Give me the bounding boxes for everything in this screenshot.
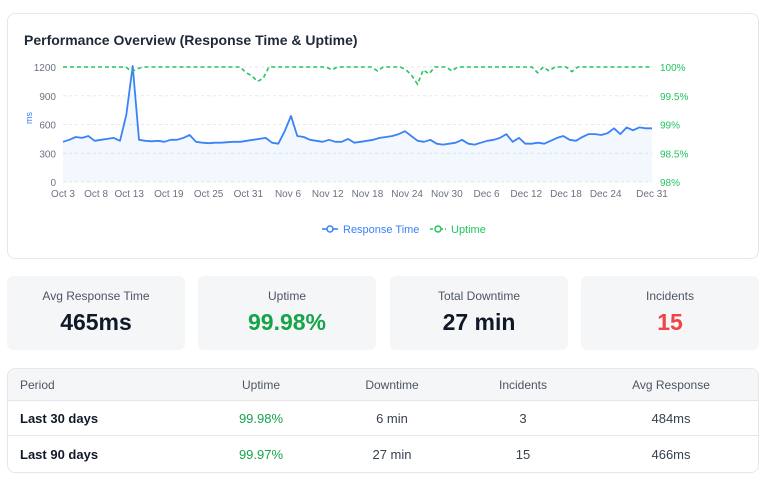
cell-incidents: 3 <box>519 410 527 426</box>
header-uptime: Uptime <box>241 377 280 392</box>
uptime-summary-table: Period Uptime Downtime Incidents Avg Res… <box>7 368 759 473</box>
cell-uptime: 99.97% <box>238 447 284 462</box>
stat-value: 99.98% <box>247 309 326 335</box>
table-row: Last 30 days 99.98% 6 min 3 484ms <box>8 401 758 436</box>
y-left-axis-label: ms <box>24 112 34 124</box>
cell-downtime: 27 min <box>372 447 412 462</box>
x-tick-label: Oct 13 <box>114 189 144 200</box>
y-right-tick-label: 100% <box>660 63 686 74</box>
x-tick-label: Nov 12 <box>312 189 344 200</box>
table-header-row: Period Uptime Downtime Incidents Avg Res… <box>8 369 758 401</box>
x-tick-label: Dec 31 <box>636 189 668 200</box>
stat-avg-response-time: Avg Response Time 465ms <box>7 276 185 350</box>
stat-incidents: Incidents 15 <box>581 276 759 350</box>
header-avg-response: Avg Response <box>632 377 710 392</box>
cell-period: Last 30 days <box>20 410 99 426</box>
cell-avg-response: 484ms <box>651 410 691 426</box>
y-left-tick-label: 300 <box>39 149 56 160</box>
cell-incidents: 15 <box>515 447 531 462</box>
x-tick-label: Nov 6 <box>275 189 302 200</box>
stat-label: Avg Response Time <box>42 289 150 303</box>
header-period: Period <box>20 377 55 392</box>
stat-value: 27 min <box>442 309 516 335</box>
cell-uptime: 99.98% <box>238 410 284 426</box>
y-right-tick-label: 98.5% <box>660 149 688 160</box>
y-right-tick-label: 98% <box>660 178 680 189</box>
y-left-tick-label: 900 <box>39 92 56 103</box>
y-left-tick-label: 0 <box>50 178 56 189</box>
stat-label: Total Downtime <box>437 289 521 303</box>
performance-chart-card: Performance Overview (Response Time & Up… <box>7 13 759 259</box>
x-tick-label: Dec 24 <box>590 189 622 200</box>
header-downtime: Downtime <box>365 377 419 392</box>
cell-period: Last 90 days <box>20 447 99 462</box>
y-left-tick-label: 1200 <box>34 63 57 74</box>
performance-chart: 0 300 600 900 1200 98% 98.5% 99% 99.5% 100% ms Oct … <box>24 63 688 236</box>
response-time-legend-label: Response Time <box>343 224 419 236</box>
x-tick-label: Nov 24 <box>391 189 423 200</box>
stat-uptime: Uptime 99.98% <box>198 276 376 350</box>
x-tick-label: Oct 19 <box>154 189 184 200</box>
stat-total-downtime: Total Downtime 27 min <box>390 276 568 350</box>
x-tick-label: Nov 18 <box>352 189 384 200</box>
y-right-tick-label: 99.5% <box>660 92 688 103</box>
uptime-line <box>63 65 652 86</box>
stat-value: 465ms <box>60 309 132 335</box>
response-time-line <box>62 65 652 146</box>
x-tick-label: Oct 8 <box>84 189 108 200</box>
header-incidents: Incidents <box>498 377 548 392</box>
x-tick-label: Dec 6 <box>473 189 500 200</box>
y-right-tick-label: 99% <box>660 121 680 132</box>
uptime-legend-label: Uptime <box>451 224 486 236</box>
x-tick-label: Oct 25 <box>194 189 224 200</box>
cell-downtime: 6 min <box>376 410 408 426</box>
x-tick-label: Oct 31 <box>234 189 264 200</box>
x-tick-label: Dec 18 <box>550 189 582 200</box>
uptime-legend-marker <box>434 225 442 233</box>
chart-title: Performance Overview (Response Time & Up… <box>24 32 358 48</box>
stat-label: Uptime <box>267 289 306 303</box>
cell-avg-response: 466ms <box>651 447 691 462</box>
response-time-area <box>63 66 652 182</box>
x-tick-label: Dec 12 <box>510 189 542 200</box>
stat-label: Incidents <box>645 289 695 303</box>
x-tick-label: Oct 3 <box>51 189 75 200</box>
x-tick-label: Nov 30 <box>431 189 463 200</box>
table-row: Last 90 days 99.97% 27 min 15 466ms <box>8 437 758 472</box>
stat-value: 15 <box>657 309 683 335</box>
y-left-tick-label: 600 <box>39 121 56 132</box>
response-time-legend-marker <box>326 225 334 233</box>
